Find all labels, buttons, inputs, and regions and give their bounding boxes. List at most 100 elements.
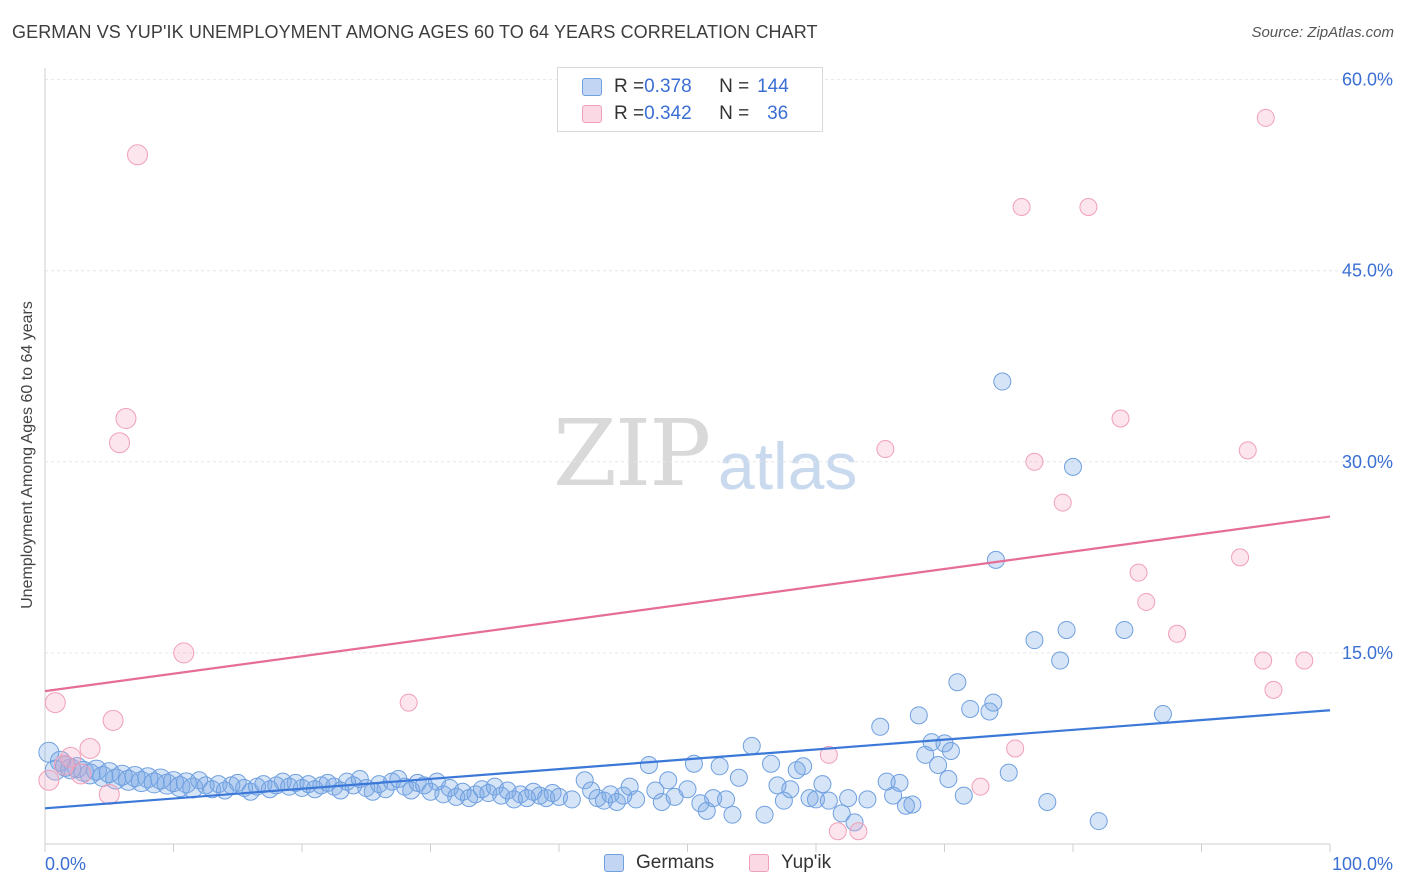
yupik-point <box>971 777 990 796</box>
x-tick-label: 0.0% <box>45 854 86 874</box>
german-point <box>582 781 601 800</box>
german-point <box>807 790 825 809</box>
n-label: N = <box>719 76 750 97</box>
yupik-point <box>876 440 895 459</box>
german-point <box>939 770 958 789</box>
german-point <box>839 789 858 808</box>
y-tick-label: 45.0% <box>1342 261 1393 281</box>
yupik-point <box>115 407 137 429</box>
german-point <box>871 717 890 736</box>
yupik-point <box>1137 592 1156 611</box>
legend-swatch-pink <box>582 105 602 123</box>
german-point <box>1064 457 1082 476</box>
yupik-point <box>399 693 418 712</box>
german-point <box>60 758 82 780</box>
german-point <box>562 790 581 809</box>
german-point <box>993 372 1012 391</box>
german-point <box>601 785 620 804</box>
german-point <box>723 805 742 824</box>
german-point <box>376 780 395 799</box>
yupik-point <box>1012 198 1031 216</box>
yupik-point <box>1079 198 1098 216</box>
yupik-point <box>98 783 120 805</box>
watermark-atlas: atlas <box>718 429 858 503</box>
yupik-point <box>1256 108 1275 127</box>
yupik-point <box>60 746 82 768</box>
r-value: 0.378 <box>644 76 692 97</box>
yupik-point <box>173 642 195 664</box>
german-point <box>903 795 922 814</box>
yupik-point <box>1111 409 1130 428</box>
german-point <box>762 754 781 773</box>
german-point <box>774 791 793 810</box>
yupik-point <box>828 822 847 841</box>
yupik-point <box>44 692 66 714</box>
german-point <box>813 775 832 794</box>
german-point <box>954 786 973 805</box>
german-point <box>986 550 1005 569</box>
x-tick-label: 100.0% <box>1332 854 1393 874</box>
german-point <box>909 706 928 725</box>
german-point <box>896 796 915 815</box>
german-point <box>646 781 665 800</box>
r-label: R = <box>614 103 645 124</box>
n-value: 144 <box>757 76 789 97</box>
yupik-point <box>79 737 101 759</box>
german-point <box>948 673 967 692</box>
r-value: 0.342 <box>644 103 692 124</box>
german-point <box>1051 651 1070 670</box>
german-point <box>845 813 864 832</box>
r-label: R = <box>614 76 645 97</box>
yupik-point <box>1238 441 1257 460</box>
german-point <box>999 763 1018 782</box>
yupik-point <box>849 822 868 841</box>
legend-swatch-pink <box>749 854 769 872</box>
legend-row-yupik: R = 0.342 N = 36 <box>582 102 788 126</box>
german-point <box>639 756 658 775</box>
correlation-legend: R = 0.378 N = 144 R = 0.342 N = 36 <box>557 67 823 132</box>
yupik-point <box>102 709 124 731</box>
legend-item-germans: Germans <box>604 852 714 874</box>
german-point <box>729 768 748 787</box>
german-point <box>742 736 761 755</box>
yupik-point <box>1264 680 1283 699</box>
german-point <box>980 702 999 721</box>
german-point <box>941 741 960 760</box>
german-point <box>984 693 1003 712</box>
german-point <box>594 791 613 810</box>
legend-label-germans: Germans <box>636 852 715 873</box>
german-point <box>755 805 774 824</box>
yupik-trend-line <box>44 515 1331 693</box>
yupik-point <box>109 432 131 454</box>
source-label: Source: ZipAtlas.com <box>1251 24 1394 41</box>
german-point <box>832 804 851 823</box>
german-point <box>800 789 819 808</box>
chart-title: GERMAN VS YUP'IK UNEMPLOYMENT AMONG AGES… <box>12 22 818 42</box>
german-point <box>710 757 729 776</box>
yupik-point <box>1025 452 1044 471</box>
german-point <box>1057 620 1076 639</box>
yupik-point <box>1129 563 1148 582</box>
german-point <box>781 780 800 799</box>
german-point <box>1025 631 1044 650</box>
german-point <box>659 771 678 790</box>
yupik-point <box>1254 651 1273 670</box>
legend-item-yupik: Yup'ik <box>749 852 831 874</box>
german-point <box>929 756 948 775</box>
yupik-point <box>127 144 149 166</box>
german-point <box>678 780 697 799</box>
german-point <box>98 762 120 784</box>
y-tick-label: 60.0% <box>1342 70 1393 90</box>
german-point <box>858 790 877 809</box>
german-point <box>607 792 626 811</box>
yupik-point <box>1006 739 1025 758</box>
series-legend: Germans Yup'ik <box>0 852 1406 876</box>
german-point <box>209 775 228 794</box>
german-point <box>1115 620 1134 639</box>
german-point <box>389 770 408 789</box>
german-point <box>794 757 813 776</box>
yupik-point <box>1168 624 1187 643</box>
german-point <box>819 791 838 810</box>
legend-row-germans: R = 0.378 N = 144 <box>582 75 789 99</box>
german-point <box>704 789 723 808</box>
